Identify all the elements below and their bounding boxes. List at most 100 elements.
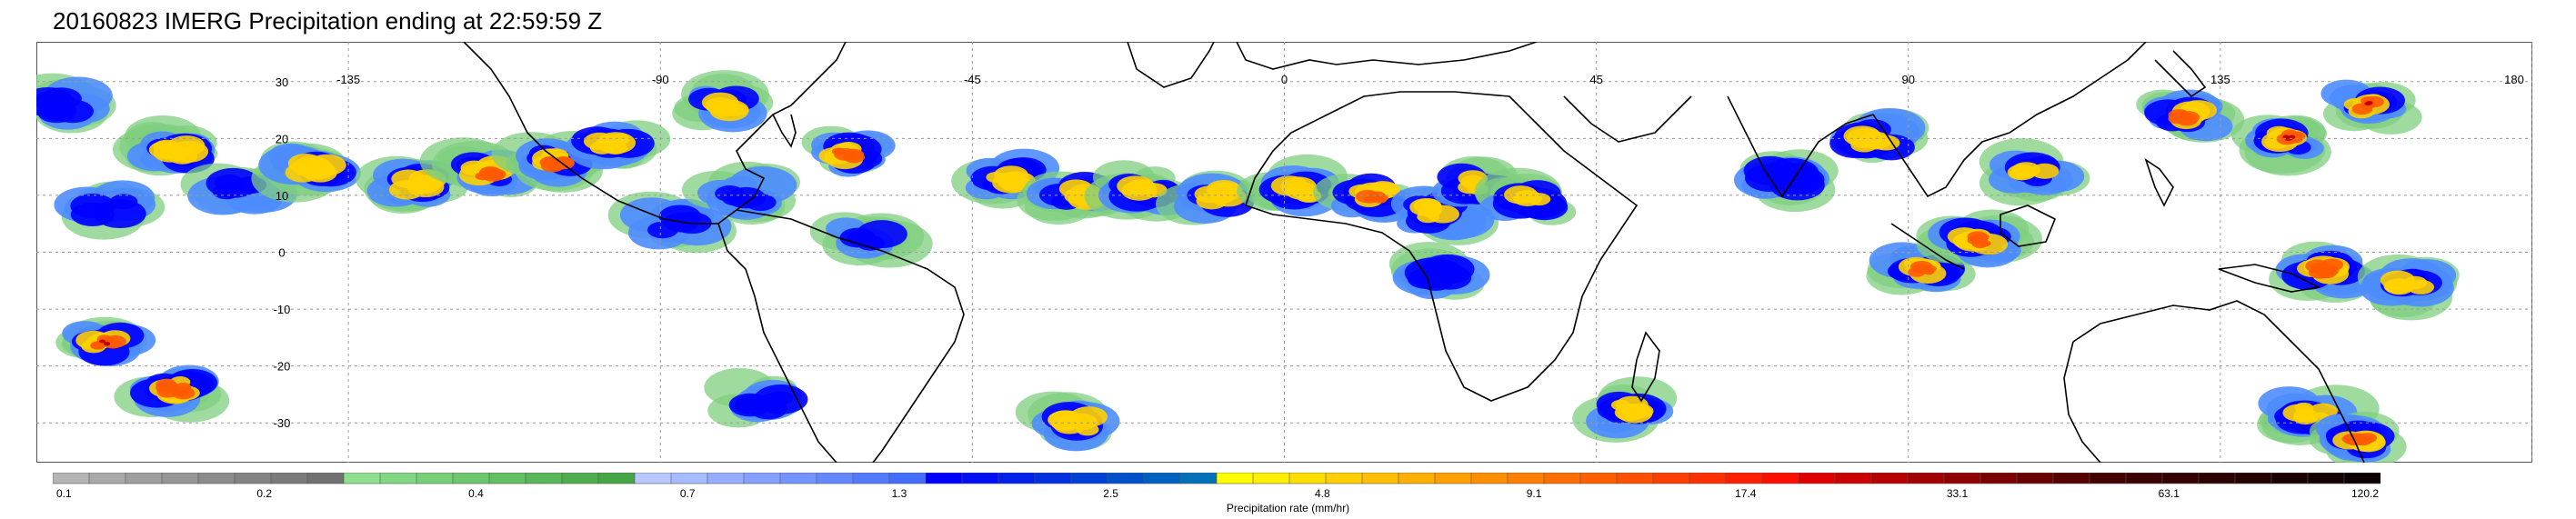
colorbar-cell (88, 473, 126, 484)
colorbar-tick-label: 0.7 (680, 487, 696, 500)
colorbar-cell (1834, 473, 1872, 484)
colorbar-cell (1325, 473, 1363, 484)
lon-label: 0 (1281, 73, 1288, 86)
colorbar-cell (525, 473, 563, 484)
rain-cell (94, 199, 146, 229)
colorbar-cell (53, 473, 90, 484)
rain-cell (2308, 265, 2331, 279)
lat-labels: 30 20 10 0 -10 -20 -30 (274, 75, 291, 430)
colorbar-tick-label: 2.5 (1103, 487, 1118, 500)
rain-cell (857, 235, 885, 251)
lat-label: 30 (276, 75, 288, 89)
rain-cell (602, 140, 628, 155)
rain-cell (1418, 259, 1464, 285)
rain-cell (99, 339, 106, 344)
lon-label: 180 (2504, 73, 2524, 86)
lon-label: -45 (964, 73, 981, 86)
rain-cell (2343, 433, 2367, 446)
rain-cell (1512, 190, 1543, 206)
rain-layer (36, 70, 2460, 463)
rain-cell (90, 341, 106, 350)
rain-cell (2364, 102, 2371, 106)
colorbar-cell (1216, 473, 1254, 484)
rain-cell (1909, 261, 1933, 274)
colorbar-cell (1434, 473, 1472, 484)
colorbar-cell (1252, 473, 1290, 484)
rain-cell (2030, 163, 2060, 179)
coast-philippines (2144, 158, 2174, 207)
colorbar-cell (1907, 473, 1945, 484)
colorbar-cell (270, 473, 308, 484)
colorbar-cell (1470, 473, 1509, 484)
coast-japan (2154, 50, 2207, 98)
colorbar-tick-label: 33.1 (1947, 487, 1969, 500)
colorbar-cell (707, 473, 745, 484)
lat-label: -10 (274, 303, 291, 316)
colorbar-tick-label: 1.3 (892, 487, 907, 500)
colorbar-cell (816, 473, 854, 484)
colorbar-tick-label: 63.1 (2159, 487, 2180, 500)
lon-label: 90 (1902, 73, 1915, 86)
coast-australia-west (2063, 341, 2101, 463)
colorbar-cell (1070, 473, 1108, 484)
colorbar-cell (306, 473, 345, 484)
rain-cell (843, 154, 855, 161)
rain-cell (166, 147, 198, 165)
colorbar-cell (452, 473, 490, 484)
rain-cell (1409, 198, 1442, 216)
colorbar: 0.1 0.2 0.4 0.7 1.3 2.5 4.8 9.1 17.4 33.1 63.1 120.… (53, 473, 2381, 500)
colorbar-cell (2307, 473, 2345, 484)
colorbar-cell (1507, 473, 1545, 484)
colorbar-tick-label: 0.4 (468, 487, 484, 500)
lon-label: -135 (336, 73, 360, 86)
coast-india (1727, 95, 1874, 198)
rain-cell (1970, 235, 1987, 245)
colorbar-cell (2270, 473, 2309, 484)
colorbar-cell (1288, 473, 1327, 484)
colorbar-cell (2198, 473, 2236, 484)
rain-cell (1617, 403, 1653, 424)
colorbar-cell (1398, 473, 1436, 484)
colorbar-cell (925, 473, 963, 484)
colorbar-cell (961, 473, 999, 484)
rain-cell (1850, 137, 1878, 153)
colorbar-cell (852, 473, 890, 484)
colorbar-cell (2052, 473, 2090, 484)
rain-cell (543, 156, 556, 163)
coast-arabia (1563, 95, 1692, 143)
rain-cell (1121, 181, 1158, 201)
colorbar-cell (670, 473, 708, 484)
colorbar-cell (488, 473, 526, 484)
colorbar-cell (2161, 473, 2200, 484)
precipitation-map[interactable]: 30 20 10 0 -10 -20 -30 -135 -90 -45 0 45 90 135 180 (36, 42, 2532, 463)
rain-cell (2173, 110, 2190, 120)
colorbar-cell (1943, 473, 1981, 484)
colorbar-tick-label: 4.8 (1315, 487, 1330, 500)
colorbar-cell (2234, 473, 2272, 484)
colorbar-cell (2125, 473, 2163, 484)
page-title: 20160823 IMERG Precipitation ending at 2… (53, 7, 603, 35)
colorbar-cell (2089, 473, 2127, 484)
colorbar-cell (1179, 473, 1218, 484)
colorbar-cell (1034, 473, 1072, 484)
colorbar-cell (2016, 473, 2054, 484)
colorbar-cell (1361, 473, 1399, 484)
rain-cell (767, 391, 794, 405)
colorbar-cell (634, 473, 672, 484)
rain-cell (831, 147, 846, 155)
rain-cell (175, 383, 192, 392)
rain-cell (735, 394, 770, 414)
colorbar-cells (53, 473, 2381, 484)
lat-label: 10 (276, 189, 288, 203)
lon-label: 45 (1589, 73, 1602, 86)
colorbar-cell (743, 473, 781, 484)
colorbar-cell (779, 473, 817, 484)
coast-se-asia (1872, 42, 2147, 198)
colorbar-cell (1143, 473, 1181, 484)
colorbar-cell (597, 473, 636, 484)
rain-cell (1270, 175, 1308, 196)
colorbar-tick-label: 0.1 (56, 487, 72, 500)
coast-sumatra (1890, 223, 1965, 270)
rain-cell (999, 175, 1025, 189)
coast-new-guinea (2218, 264, 2321, 293)
